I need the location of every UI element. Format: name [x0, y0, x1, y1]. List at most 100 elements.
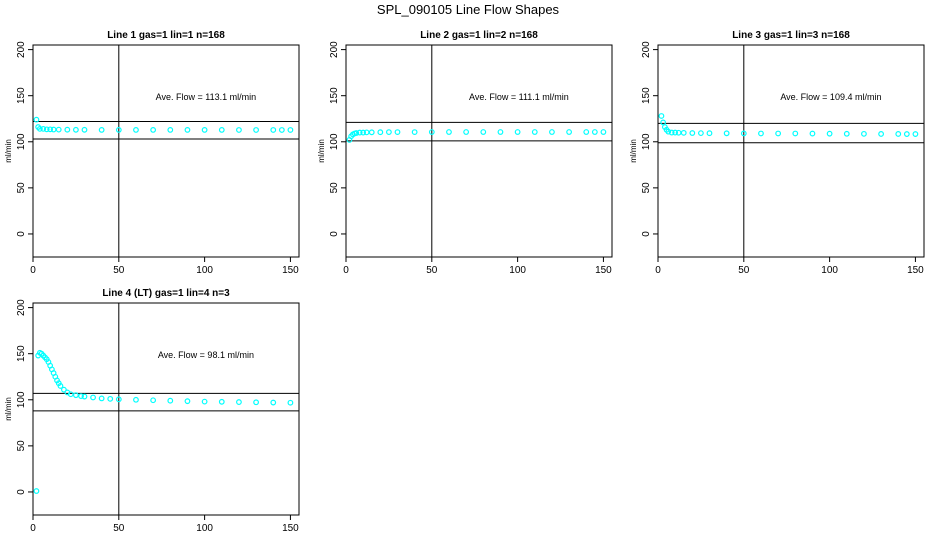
plot-frame: [32, 302, 300, 516]
data-point: [480, 129, 487, 135]
data-point: [253, 399, 259, 406]
data-point: [36, 125, 43, 132]
data-point: [428, 129, 435, 135]
data-point: [236, 127, 242, 133]
data-point: [360, 129, 367, 136]
data-point: [73, 392, 79, 399]
average-flow-annotation: Ave. Flow = 111.1 ml/min: [469, 92, 569, 102]
data-point: [497, 129, 504, 135]
x-tick-label: 50: [426, 265, 438, 276]
data-point: [672, 129, 679, 136]
plot-frame: [345, 44, 613, 258]
data-point: [411, 129, 418, 136]
average-flow-annotation: Ave. Flow = 98.1 ml/min: [158, 350, 254, 360]
data-point: [33, 488, 40, 494]
data-point: [895, 131, 902, 137]
data-point: [115, 396, 122, 403]
data-point: [463, 129, 470, 135]
data-point: [236, 399, 242, 405]
data-point: [809, 130, 816, 137]
data-point: [287, 399, 294, 406]
data-point: [218, 126, 225, 133]
data-point: [57, 383, 64, 389]
data-point: [377, 129, 384, 136]
data-point: [658, 113, 665, 119]
x-tick-label: 150: [282, 523, 299, 534]
chart-panel-1: Line 1 gas=1 lin=1 n=168 0 50 100 150 0 50 100 1…: [4, 30, 300, 276]
data-point: [356, 129, 363, 136]
chart-title: Line 2 gas=1 lin=2 n=168: [420, 30, 538, 41]
data-point: [43, 126, 50, 133]
plot-frame: [32, 44, 300, 258]
data-point: [706, 130, 713, 137]
data-point: [133, 396, 139, 403]
y-tick-label: 200: [16, 299, 27, 316]
y-axis-label: ml/min: [317, 139, 326, 163]
data-point: [184, 126, 191, 133]
data-point: [531, 129, 538, 135]
data-point: [591, 129, 598, 135]
data-point: [600, 129, 607, 135]
data-point: [98, 126, 105, 133]
y-tick-label: 150: [641, 87, 652, 104]
data-point: [903, 131, 910, 137]
data-point: [566, 129, 572, 135]
data-point: [775, 130, 782, 137]
data-point: [133, 126, 139, 133]
y-tick-label: 50: [329, 182, 340, 194]
chart-panel-2: Line 2 gas=1 lin=2 n=168 0 50 100 150 0 50 100 1…: [317, 30, 613, 276]
data-point: [668, 129, 675, 136]
x-tick-label: 50: [113, 523, 125, 534]
y-tick-label: 100: [16, 391, 27, 408]
chart-panel-3: Line 3 gas=1 lin=3 n=168 0 50 100 150 0 50 100 1…: [629, 30, 925, 276]
y-axis-label: ml/min: [4, 397, 13, 421]
y-tick-label: 0: [16, 231, 27, 237]
data-point: [201, 126, 208, 133]
y-tick-label: 150: [16, 345, 27, 362]
data-point: [723, 130, 730, 137]
chart-panel-4: Line 4 (LT) gas=1 lin=4 n=3 0 50 100 150 0 50 1…: [4, 288, 300, 534]
data-point: [680, 129, 687, 136]
data-point: [167, 397, 174, 404]
data-point: [386, 129, 392, 136]
data-point: [689, 130, 696, 136]
data-point: [446, 129, 452, 135]
y-tick-label: 100: [329, 133, 340, 150]
y-tick-label: 50: [16, 440, 27, 452]
data-point: [33, 116, 40, 123]
data-point: [90, 394, 96, 401]
data-point: [107, 395, 114, 402]
x-tick-label: 150: [907, 265, 924, 276]
y-tick-label: 100: [641, 133, 652, 150]
plot-frame: [657, 44, 925, 258]
x-tick-label: 150: [282, 265, 299, 276]
data-point: [878, 131, 884, 137]
data-point: [270, 127, 277, 133]
chart-title: Line 1 gas=1 lin=1 n=168: [107, 30, 225, 41]
y-tick-label: 50: [16, 182, 27, 194]
x-tick-label: 100: [196, 265, 213, 276]
data-point: [253, 127, 259, 133]
y-tick-label: 0: [329, 231, 340, 237]
y-tick-label: 100: [16, 133, 27, 150]
y-tick-label: 150: [16, 87, 27, 104]
x-tick-label: 0: [30, 523, 36, 534]
data-point: [81, 393, 88, 400]
data-point: [368, 129, 375, 136]
average-flow-annotation: Ave. Flow = 113.1 ml/min: [156, 92, 256, 102]
data-point: [278, 127, 285, 133]
average-flow-annotation: Ave. Flow = 109.4 ml/min: [780, 92, 881, 102]
data-point: [115, 126, 122, 133]
x-tick-label: 50: [113, 265, 125, 276]
data-point: [843, 130, 850, 137]
y-tick-label: 200: [329, 41, 340, 58]
y-axis-label: ml/min: [4, 139, 13, 163]
data-point: [201, 398, 208, 405]
x-tick-label: 0: [30, 265, 36, 276]
y-tick-label: 150: [329, 87, 340, 104]
x-tick-label: 100: [821, 265, 838, 276]
data-point: [660, 119, 667, 126]
data-point: [698, 130, 704, 137]
data-point: [218, 398, 225, 405]
